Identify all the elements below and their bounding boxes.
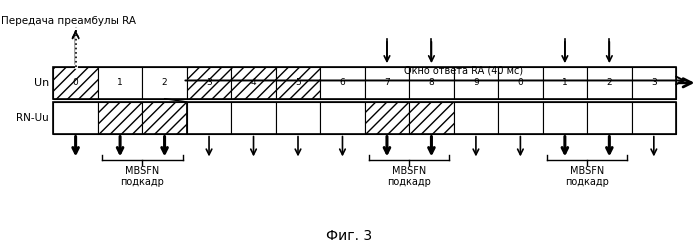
Text: 3: 3 [206,78,212,87]
Bar [498,67,542,99]
Text: 2: 2 [607,78,612,87]
Text: 1: 1 [562,78,567,87]
Bar [231,102,276,134]
Bar [231,67,276,99]
Text: 3: 3 [651,78,657,87]
Bar [498,102,542,134]
Text: MBSFN
подкадр: MBSFN подкадр [387,166,431,187]
Bar [320,102,365,134]
Bar [142,102,187,134]
Text: 0: 0 [73,78,78,87]
Bar [454,67,498,99]
Text: 7: 7 [384,78,389,87]
Bar [587,102,632,134]
Bar [454,102,498,134]
Text: Un: Un [34,78,49,88]
Text: MBSFN
подкадр: MBSFN подкадр [565,166,609,187]
Bar [409,102,454,134]
Text: Окно ответа RA (40 мс): Окно ответа RA (40 мс) [403,66,523,76]
Text: 9: 9 [473,78,479,87]
Bar [632,67,676,99]
Text: 1: 1 [117,78,123,87]
Bar [187,102,231,134]
Bar [53,102,98,134]
Bar [365,102,409,134]
Bar [142,67,187,99]
Bar [53,67,98,99]
Bar [187,67,231,99]
Bar [276,67,320,99]
Bar [98,67,142,99]
Text: 0: 0 [517,78,524,87]
Text: Передача преамбулы RA: Передача преамбулы RA [1,16,135,26]
Bar [409,102,454,134]
Bar [53,102,676,134]
Bar [542,67,587,99]
Bar [365,102,409,134]
Bar [142,102,187,134]
Text: 6: 6 [340,78,346,87]
Bar [98,102,142,134]
Text: 5: 5 [295,78,301,87]
Bar [587,67,632,99]
Bar [98,102,142,134]
Bar [542,102,587,134]
Bar [320,67,365,99]
Bar [632,102,676,134]
Bar [276,67,320,99]
Text: 4: 4 [251,78,256,87]
Text: MBSFN
подкадр: MBSFN подкадр [120,166,164,187]
Bar [53,67,98,99]
Text: 2: 2 [162,78,168,87]
Bar [231,67,276,99]
Bar [276,102,320,134]
Bar [187,67,231,99]
Text: RN-Uu: RN-Uu [16,113,49,123]
Bar [53,67,676,99]
Text: Фиг. 3: Фиг. 3 [326,229,372,243]
Bar [409,67,454,99]
Text: 8: 8 [429,78,434,87]
Bar [365,67,409,99]
